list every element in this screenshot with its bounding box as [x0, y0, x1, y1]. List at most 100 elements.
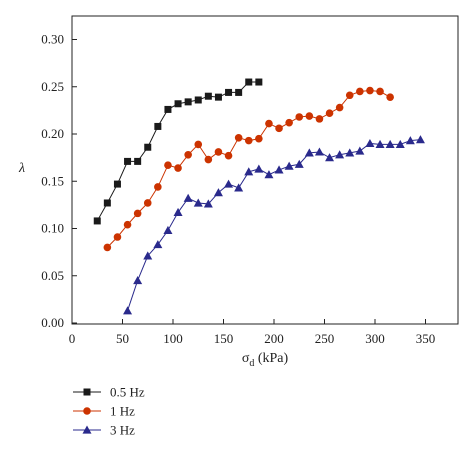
data-point [284, 161, 294, 170]
data-point [194, 140, 203, 149]
data-point [214, 148, 223, 156]
data-point [386, 93, 394, 101]
legend: 0.5 Hz 1 Hz 3 Hz [73, 385, 145, 438]
data-point [204, 155, 213, 164]
data-point [405, 136, 415, 145]
data-point [164, 105, 172, 113]
y-tick-label: 0.20 [41, 126, 64, 141]
series-triangle [123, 135, 425, 315]
x-tick-label: 150 [214, 331, 234, 346]
data-point [264, 170, 274, 179]
data-point [143, 251, 153, 260]
data-point [113, 180, 121, 188]
data-point [415, 135, 425, 144]
data-point [213, 188, 223, 197]
data-point [294, 159, 304, 168]
x-tick-label: 200 [264, 331, 284, 346]
data-point [103, 243, 112, 252]
y-tick-label: 0.00 [41, 315, 64, 330]
data-point [123, 306, 133, 315]
data-point [345, 148, 355, 157]
x-tick-label: 0 [69, 331, 76, 346]
data-point [143, 199, 152, 207]
data-point [275, 124, 283, 133]
series-square [93, 78, 263, 225]
x-tick-label: 300 [365, 331, 385, 346]
data-point [204, 92, 212, 100]
y-tick-label: 0.15 [41, 173, 64, 188]
legend-item: 0.5 Hz [73, 385, 145, 400]
data-point [255, 78, 263, 86]
data-point [245, 78, 253, 86]
data-point [314, 147, 324, 156]
data-point [183, 193, 193, 202]
data-point [184, 150, 192, 159]
y-tick-label: 0.05 [41, 268, 64, 283]
data-point [254, 164, 264, 173]
data-point [235, 88, 243, 96]
data-point [224, 151, 233, 160]
y-tick-label: 0.10 [41, 221, 64, 236]
data-point [385, 139, 395, 148]
series-layer [93, 78, 425, 315]
legend-swatch-marker [83, 407, 91, 415]
y-tick-label: 0.30 [41, 32, 64, 47]
legend-label: 3 Hz [110, 423, 135, 438]
data-point [376, 87, 384, 96]
data-point [103, 199, 111, 207]
data-point [163, 225, 173, 234]
data-point [133, 209, 142, 218]
x-tick-label: 50 [116, 331, 129, 346]
data-point [184, 98, 192, 106]
data-point [274, 165, 284, 174]
data-point [193, 198, 203, 207]
y-axis: 0.00 0.05 0.10 0.15 0.20 0.25 0.30 [41, 32, 77, 330]
data-point [366, 86, 374, 95]
data-point [325, 153, 335, 162]
x-tick-label: 350 [416, 331, 436, 346]
data-point [265, 119, 273, 128]
data-point [224, 179, 234, 188]
data-point [194, 96, 202, 104]
y-tick-label: 0.25 [41, 79, 64, 94]
data-point [174, 100, 182, 108]
data-point [133, 275, 143, 285]
data-point [154, 122, 162, 130]
data-point [244, 167, 254, 176]
data-point [225, 88, 233, 96]
data-point [355, 146, 365, 155]
data-point [113, 233, 122, 241]
data-point [244, 136, 253, 145]
data-point [255, 134, 263, 143]
legend-item: 3 Hz [73, 423, 135, 438]
data-point [144, 143, 152, 151]
data-point [153, 240, 163, 249]
legend-label: 1 Hz [110, 404, 135, 419]
data-point [375, 139, 385, 148]
data-point [164, 161, 172, 169]
data-point [335, 150, 345, 159]
data-point [305, 112, 314, 120]
x-axis-title: σd (kPa) [242, 351, 289, 369]
data-point [93, 217, 101, 225]
data-point [174, 164, 182, 172]
data-point [234, 183, 244, 192]
legend-item: 1 Hz [73, 404, 135, 419]
data-point [285, 118, 293, 127]
x-tick-label: 100 [163, 331, 183, 346]
x-axis-title-subscript: d [249, 358, 254, 369]
x-tick-label: 250 [315, 331, 335, 346]
data-point [325, 109, 334, 118]
plot-frame [71, 15, 459, 325]
data-point [365, 138, 375, 148]
legend-swatch-marker [82, 425, 92, 434]
legend-label: 0.5 Hz [110, 385, 145, 400]
data-point [214, 93, 222, 101]
data-point [173, 207, 183, 217]
data-point [335, 103, 344, 112]
data-point [203, 199, 213, 208]
data-point [123, 220, 132, 229]
x-axis-title-main: σ [242, 351, 250, 366]
y-axis-title: λ [18, 161, 25, 176]
data-point [395, 139, 405, 148]
